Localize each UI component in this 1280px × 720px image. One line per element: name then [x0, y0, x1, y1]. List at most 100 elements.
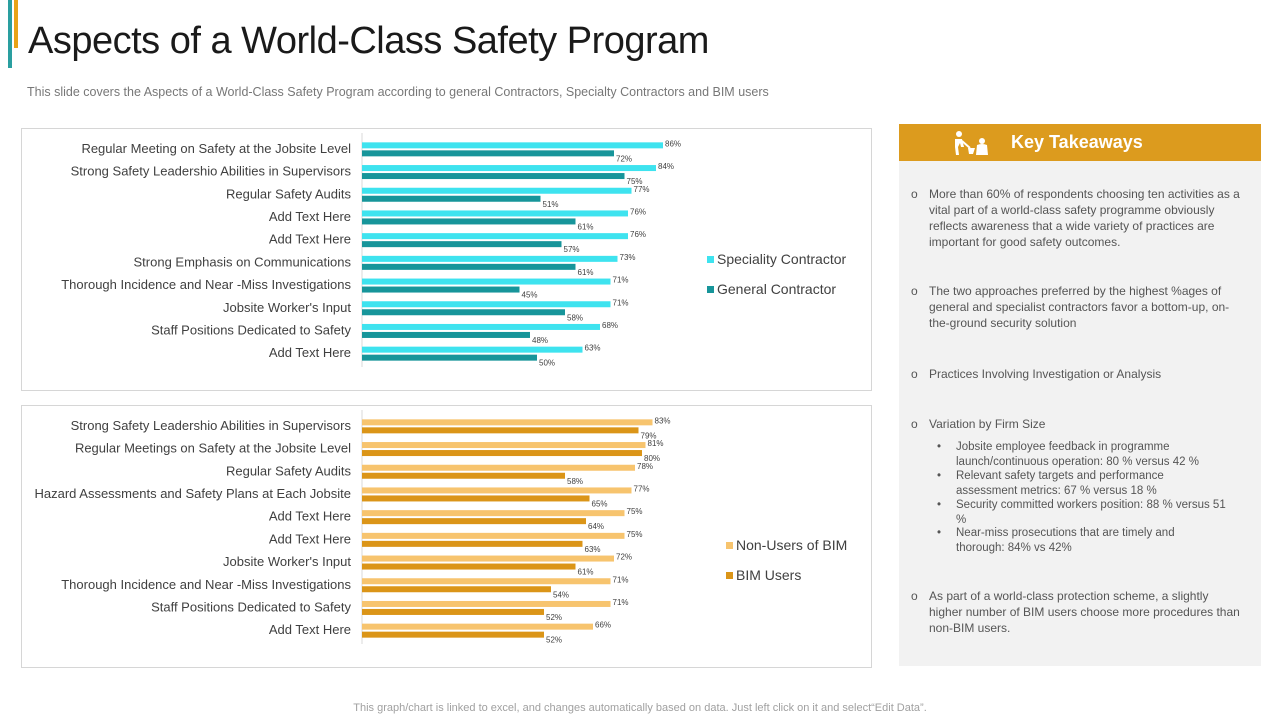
category-label: Add Text Here: [269, 509, 351, 524]
legend-swatch: [726, 542, 733, 549]
takeaway-item: o Variation by Firm Size: [911, 416, 1241, 432]
bar-general-contractor: [362, 150, 614, 157]
contractor-chart-svg[interactable]: Regular Meeting on Safety at the Jobsite…: [22, 129, 871, 390]
category-label: Add Text Here: [269, 345, 351, 360]
category-label: Strong Safety Leadershio Abilities in Su…: [71, 418, 352, 433]
data-label: 48%: [532, 336, 548, 345]
category-label: Regular Meeting on Safety at the Jobsite…: [81, 141, 351, 156]
category-label: Add Text Here: [269, 209, 351, 224]
bar-bim-users: [362, 427, 639, 434]
data-label: 86%: [665, 139, 681, 148]
data-label: 75%: [627, 507, 643, 516]
category-label: Add Text Here: [269, 531, 351, 546]
data-label: 63%: [585, 344, 601, 353]
data-label: 83%: [655, 416, 671, 425]
data-label: 57%: [564, 245, 580, 254]
data-label: 80%: [644, 454, 660, 463]
legend-label: General Contractor: [717, 281, 836, 297]
takeaway-item: o As part of a world-class protection sc…: [911, 588, 1241, 636]
sub-bullet-marker: •: [937, 441, 942, 453]
takeaway-text: As part of a world-class protection sche…: [929, 589, 1240, 635]
bar-bim-users: [362, 586, 551, 593]
legend-label: Speciality Contractor: [717, 251, 847, 267]
key-takeaways-title: Key Takeaways: [1011, 132, 1143, 152]
title-accent-bar-secondary: [14, 0, 18, 48]
data-label: 58%: [567, 477, 583, 486]
bar-speciality-contractor: [362, 278, 611, 285]
sub-item-text: Security committed workers position: 88 …: [956, 499, 1226, 526]
data-label: 61%: [578, 568, 594, 577]
data-label: 71%: [613, 298, 629, 307]
bar-general-contractor: [362, 309, 565, 316]
data-label: 73%: [620, 253, 636, 262]
category-label: Add Text Here: [269, 232, 351, 247]
bar-bim-users: [362, 540, 583, 547]
category-label: Staff Positions Dedicated to Safety: [151, 599, 351, 614]
bullet-marker: o: [911, 589, 918, 603]
data-label: 58%: [567, 313, 583, 322]
bar-general-contractor: [362, 331, 530, 338]
bullet-marker: o: [911, 367, 918, 381]
contractor-bar-chart[interactable]: Regular Meeting on Safety at the Jobsite…: [21, 128, 872, 391]
data-label: 84%: [658, 162, 674, 171]
firm-size-sub-item: • Relevant safety targets and performanc…: [937, 469, 1226, 498]
bar-general-contractor: [362, 218, 576, 225]
data-label: 51%: [543, 200, 559, 209]
legend-label: Non-Users of BIM: [736, 537, 847, 553]
sub-bullet-marker: •: [937, 499, 942, 511]
bullet-marker: o: [911, 187, 918, 201]
sub-bullet-marker: •: [937, 527, 942, 539]
data-label: 79%: [641, 431, 657, 440]
bar-general-contractor: [362, 286, 520, 293]
firm-size-sub-item: • Security committed workers position: 8…: [937, 498, 1226, 527]
legend-swatch: [726, 572, 733, 579]
data-label: 52%: [546, 613, 562, 622]
bar-speciality-contractor: [362, 255, 618, 262]
data-label: 71%: [613, 276, 629, 285]
sub-item-text: Jobsite employee feedback in programme l…: [956, 441, 1199, 468]
category-label: Regular Safety Audits: [226, 463, 352, 478]
takeaway-item: o More than 60% of respondents choosing …: [911, 186, 1241, 250]
bar-non-users-of-bim: [362, 532, 625, 539]
firm-size-sub-item: • Near-miss prosecutions that are timely…: [937, 526, 1226, 555]
bar-speciality-contractor: [362, 210, 628, 217]
bim-bar-chart[interactable]: Strong Safety Leadershio Abilities in Su…: [21, 405, 872, 668]
data-label: 81%: [648, 439, 664, 448]
bar-general-contractor: [362, 195, 541, 202]
bar-bim-users: [362, 450, 642, 457]
sub-item-text: Near-miss prosecutions that are timely a…: [956, 527, 1175, 554]
data-label: 72%: [616, 154, 632, 163]
bar-general-contractor: [362, 241, 562, 248]
category-label: Thorough Incidence and Near -Miss Invest…: [61, 577, 351, 592]
bar-non-users-of-bim: [362, 623, 593, 630]
data-label: 66%: [595, 621, 611, 630]
takeaway-text: More than 60% of respondents choosing te…: [929, 187, 1240, 249]
data-label: 68%: [602, 321, 618, 330]
data-label: 50%: [539, 359, 555, 368]
bar-speciality-contractor: [362, 165, 656, 172]
bar-non-users-of-bim: [362, 510, 625, 517]
legend-swatch: [707, 256, 714, 263]
takeaway-item: o Practices Involving Investigation or A…: [911, 366, 1241, 382]
bar-non-users-of-bim: [362, 419, 653, 426]
data-label: 63%: [585, 545, 601, 554]
takeaway-item: o The two approaches preferred by the hi…: [911, 283, 1241, 331]
bar-bim-users: [362, 518, 586, 525]
sub-item-text: Relevant safety targets and performance …: [956, 470, 1164, 497]
category-label: Jobsite Worker's Input: [223, 554, 351, 569]
takeaway-text: Practices Involving Investigation or Ana…: [929, 367, 1162, 381]
footer-note: This graph/chart is linked to excel, and…: [353, 702, 927, 714]
category-label: Jobsite Worker's Input: [223, 300, 351, 315]
construction-worker-icon: [951, 130, 989, 161]
category-label: Strong Safety Leadershio Abilities in Su…: [71, 164, 352, 179]
category-label: Add Text Here: [269, 622, 351, 637]
data-label: 64%: [588, 522, 604, 531]
data-label: 71%: [613, 598, 629, 607]
bullet-marker: o: [911, 284, 918, 298]
bar-non-users-of-bim: [362, 442, 646, 449]
legend-label: BIM Users: [736, 567, 801, 583]
bim-chart-svg[interactable]: Strong Safety Leadershio Abilities in Su…: [22, 406, 871, 667]
bar-speciality-contractor: [362, 323, 600, 330]
takeaway-text: The two approaches preferred by the high…: [929, 284, 1230, 330]
bar-non-users-of-bim: [362, 464, 635, 471]
